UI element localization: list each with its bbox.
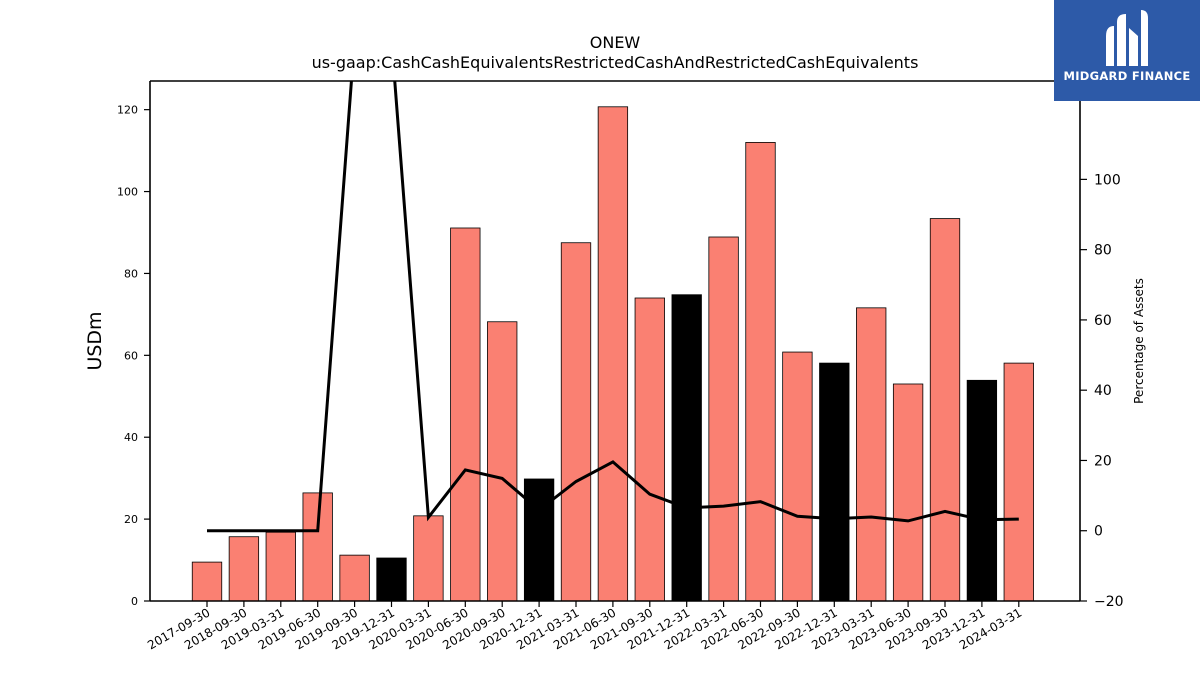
chart-subtitle: us-gaap:CashCashEquivalentsRestrictedCas… xyxy=(312,53,919,72)
y-axis-label: USDm xyxy=(84,311,106,370)
bar-2021-09-30 xyxy=(634,297,665,602)
right-axis-ticks: −20 0 20 40 60 80 100 xyxy=(1080,172,1124,610)
bar-2021-12-31 xyxy=(671,294,702,602)
percentage-line-layer xyxy=(207,81,1019,533)
bar-2023-09-30 xyxy=(929,218,961,602)
bar-2020-06-30 xyxy=(450,227,481,602)
bar-2022-09-30 xyxy=(782,351,813,602)
right-tick-label: 100 xyxy=(1094,172,1121,188)
y2-axis-label: Percentage of Assets xyxy=(1132,278,1146,404)
bar-2020-12-31 xyxy=(523,478,555,602)
left-tick-label: 60 xyxy=(124,349,138,362)
bar-2018-09-30 xyxy=(228,536,260,602)
left-tick-label: 20 xyxy=(124,513,138,526)
bar-2019-12-31 xyxy=(376,557,407,602)
right-tick-label: 40 xyxy=(1094,383,1112,399)
bar-2023-03-31 xyxy=(856,307,887,602)
bars xyxy=(191,106,1034,602)
bar-2022-06-30 xyxy=(745,142,776,602)
right-tick-label: 20 xyxy=(1094,453,1112,469)
bar-2020-09-30 xyxy=(487,321,518,602)
right-tick-label: −20 xyxy=(1094,594,1124,610)
bar-2021-06-30 xyxy=(597,106,629,602)
right-tick-label: 60 xyxy=(1094,313,1112,329)
bar-2023-06-30 xyxy=(892,383,924,602)
left-tick-label: 80 xyxy=(124,267,138,280)
bar-2020-03-31 xyxy=(413,515,444,602)
right-tick-label: 0 xyxy=(1094,524,1103,540)
bar-2024-03-31 xyxy=(1003,362,1034,602)
left-tick-label: 100 xyxy=(117,186,138,199)
x-axis-ticks: 2017-09-302018-09-302019-03-312019-06-30… xyxy=(145,601,1024,652)
bar-2017-09-30 xyxy=(191,561,223,602)
chart-title: ONEW xyxy=(590,33,641,52)
right-tick-label: 80 xyxy=(1094,243,1112,259)
midgard-logo-icon xyxy=(1106,10,1148,66)
bar-2021-03-31 xyxy=(560,242,592,602)
brand-logo: MIDGARD FINANCE xyxy=(1054,0,1200,101)
left-tick-label: 40 xyxy=(124,431,138,444)
bar-2019-09-30 xyxy=(339,554,370,602)
bar-2019-06-30 xyxy=(302,492,333,602)
bar-2022-12-31 xyxy=(819,362,850,602)
percentage-line xyxy=(207,81,1019,533)
left-axis-ticks: 0 20 40 60 80 100 120 xyxy=(117,104,150,608)
axes xyxy=(149,80,1081,602)
left-tick-label: 0 xyxy=(131,595,138,608)
bar-2019-03-31 xyxy=(265,531,296,602)
bar-2023-12-31 xyxy=(966,379,998,602)
left-tick-label: 120 xyxy=(117,104,138,117)
bar-2022-03-31 xyxy=(708,236,739,602)
brand-name: MIDGARD FINANCE xyxy=(1063,69,1191,83)
